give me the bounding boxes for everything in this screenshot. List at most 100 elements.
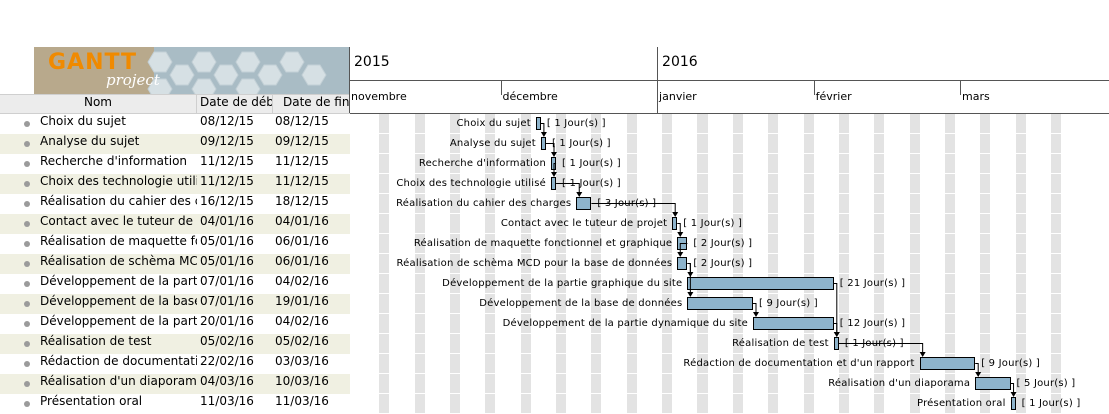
weekend-band [450,114,461,414]
task-start-date[interactable]: 22/02/16 [200,354,254,368]
task-end-date[interactable]: 18/12/15 [275,194,329,208]
task-end-date[interactable]: 09/12/15 [275,134,329,148]
table-row[interactable]: Réalisation d'un diaporama 04/03/16 10/03/… [0,374,350,394]
task-bar[interactable] [919,357,976,370]
month-label: mars [962,90,990,103]
dependency-line [687,263,691,296]
task-name[interactable]: Présentation oral [40,394,143,408]
row-separator [350,313,1109,314]
task-bar[interactable] [672,217,678,230]
task-bullet-icon [24,341,30,347]
month-tick [500,80,502,95]
column-header-start-date[interactable]: Date de déb... [197,95,273,113]
task-start-date[interactable]: 04/01/16 [200,214,254,228]
table-row[interactable]: Réalisation de maquette fo... 05/01/16 06/… [0,234,350,254]
weekend-band [626,114,637,414]
table-row[interactable]: Présentation oral 11/03/16 11/03/16 [0,394,350,414]
task-bar[interactable] [753,317,834,330]
task-end-date[interactable]: 08/12/15 [275,114,329,128]
task-name[interactable]: Développement de la partie ... [40,274,197,288]
task-start-date[interactable]: 07/01/16 [200,274,254,288]
task-end-date[interactable]: 11/03/16 [275,394,329,408]
arrowhead-icon [576,192,583,197]
table-row[interactable]: Contact avec le tuteur de pr...04/01/160… [0,214,350,234]
task-end-date[interactable]: 05/02/16 [275,334,329,348]
month-tick [657,80,659,95]
weekend-band [1015,114,1026,414]
table-row[interactable]: Choix des technologie utilisé 11/12/15 11/… [0,174,350,194]
task-end-date[interactable]: 11/12/15 [275,154,329,168]
task-bar[interactable] [677,257,688,270]
task-start-date[interactable]: 04/03/16 [200,374,254,388]
task-bar[interactable] [540,137,546,150]
task-start-date[interactable]: 09/12/15 [200,134,254,148]
task-end-date[interactable]: 11/12/15 [275,174,329,188]
task-start-date[interactable]: 08/12/15 [200,114,254,128]
task-bar[interactable] [1010,397,1016,410]
table-row[interactable]: Développement de la base d...07/01/16 19/… [0,294,350,314]
table-row[interactable]: Rédaction de documentatio...22/02/16 03/0… [0,354,350,374]
dependency-line [838,343,924,356]
task-duration-label: [ 12 Jour(s) ] [839,318,906,329]
task-duration-label: [ 2 Jour(s) ] [693,258,753,269]
task-name[interactable]: Rédaction de documentatio... [40,354,197,368]
task-start-date[interactable]: 05/02/16 [200,334,254,348]
task-bar-label: Réalisation de test [732,338,829,349]
task-start-date[interactable]: 05/01/16 [200,234,254,248]
task-bar[interactable] [551,177,557,190]
task-bar[interactable] [833,337,839,350]
task-bullet-icon [24,261,30,267]
task-start-date[interactable]: 20/01/16 [200,314,254,328]
table-row[interactable]: Recherche d'information 11/12/15 11/12/15 [0,154,350,174]
task-name[interactable]: Contact avec le tuteur de pr... [40,214,197,228]
task-name[interactable]: Choix du sujet [40,114,126,128]
table-row[interactable]: Réalisation du cahier des ch...16/12/15 1… [0,194,350,214]
task-name[interactable]: Réalisation d'un diaporama [40,374,197,388]
task-start-date[interactable]: 11/12/15 [200,174,254,188]
table-row[interactable]: Choix du sujet 08/12/15 08/12/15 [0,114,350,134]
task-end-date[interactable]: 04/02/16 [275,274,329,288]
column-header-end-date[interactable]: Date de fin [273,95,350,113]
weekend-band [591,114,602,414]
table-row[interactable]: Analyse du sujet 09/12/15 09/12/15 [0,134,350,154]
task-end-date[interactable]: 04/02/16 [275,314,329,328]
task-start-date[interactable]: 11/03/16 [200,394,254,408]
task-bar[interactable] [576,197,592,210]
task-name[interactable]: Réalisation de schèma MCD ... [40,254,197,268]
task-name[interactable]: Développement de la base d... [40,294,197,308]
month-tick [349,80,350,95]
task-bar[interactable] [975,377,1011,390]
task-name[interactable]: Recherche d'information [40,154,188,168]
task-name[interactable]: Choix des technologie utilisé [40,174,197,188]
task-name[interactable]: Réalisation de test [40,334,152,348]
table-row[interactable]: Réalisation de test 05/02/16 05/02/16 [0,334,350,354]
task-start-date[interactable]: 11/12/15 [200,154,254,168]
month-label: décembre [502,90,558,103]
task-end-date[interactable]: 04/01/16 [275,214,329,228]
task-start-date[interactable]: 16/12/15 [200,194,254,208]
task-end-date[interactable]: 19/01/16 [275,294,329,308]
table-row[interactable]: Réalisation de schèma MCD ...05/01/16 06/… [0,254,350,274]
row-separator [350,253,1109,254]
month-label: janvier [659,90,697,103]
task-start-date[interactable]: 07/01/16 [200,294,254,308]
table-row[interactable]: Développement de la partie ...07/01/16 04… [0,274,350,294]
task-end-date[interactable]: 03/03/16 [275,354,329,368]
task-name[interactable]: Analyse du sujet [40,134,140,148]
task-end-date[interactable]: 06/01/16 [275,234,329,248]
task-end-date[interactable]: 10/03/16 [275,374,329,388]
task-bullet-icon [24,361,30,367]
task-bar[interactable] [687,277,834,290]
task-bar[interactable] [535,117,541,130]
table-row[interactable]: Développement de la partie ...20/01/16 04… [0,314,350,334]
dependency-line [556,183,580,196]
weekend-band [1050,114,1062,414]
task-end-date[interactable]: 06/01/16 [275,254,329,268]
task-name[interactable]: Réalisation du cahier des ch... [40,194,197,208]
task-start-date[interactable]: 05/01/16 [200,254,254,268]
column-header-name[interactable]: Nom [0,95,197,113]
task-name[interactable]: Réalisation de maquette fo... [40,234,197,248]
task-name[interactable]: Développement de la partie ... [40,314,197,328]
task-bar[interactable] [687,297,753,310]
row-separator [350,293,1109,294]
